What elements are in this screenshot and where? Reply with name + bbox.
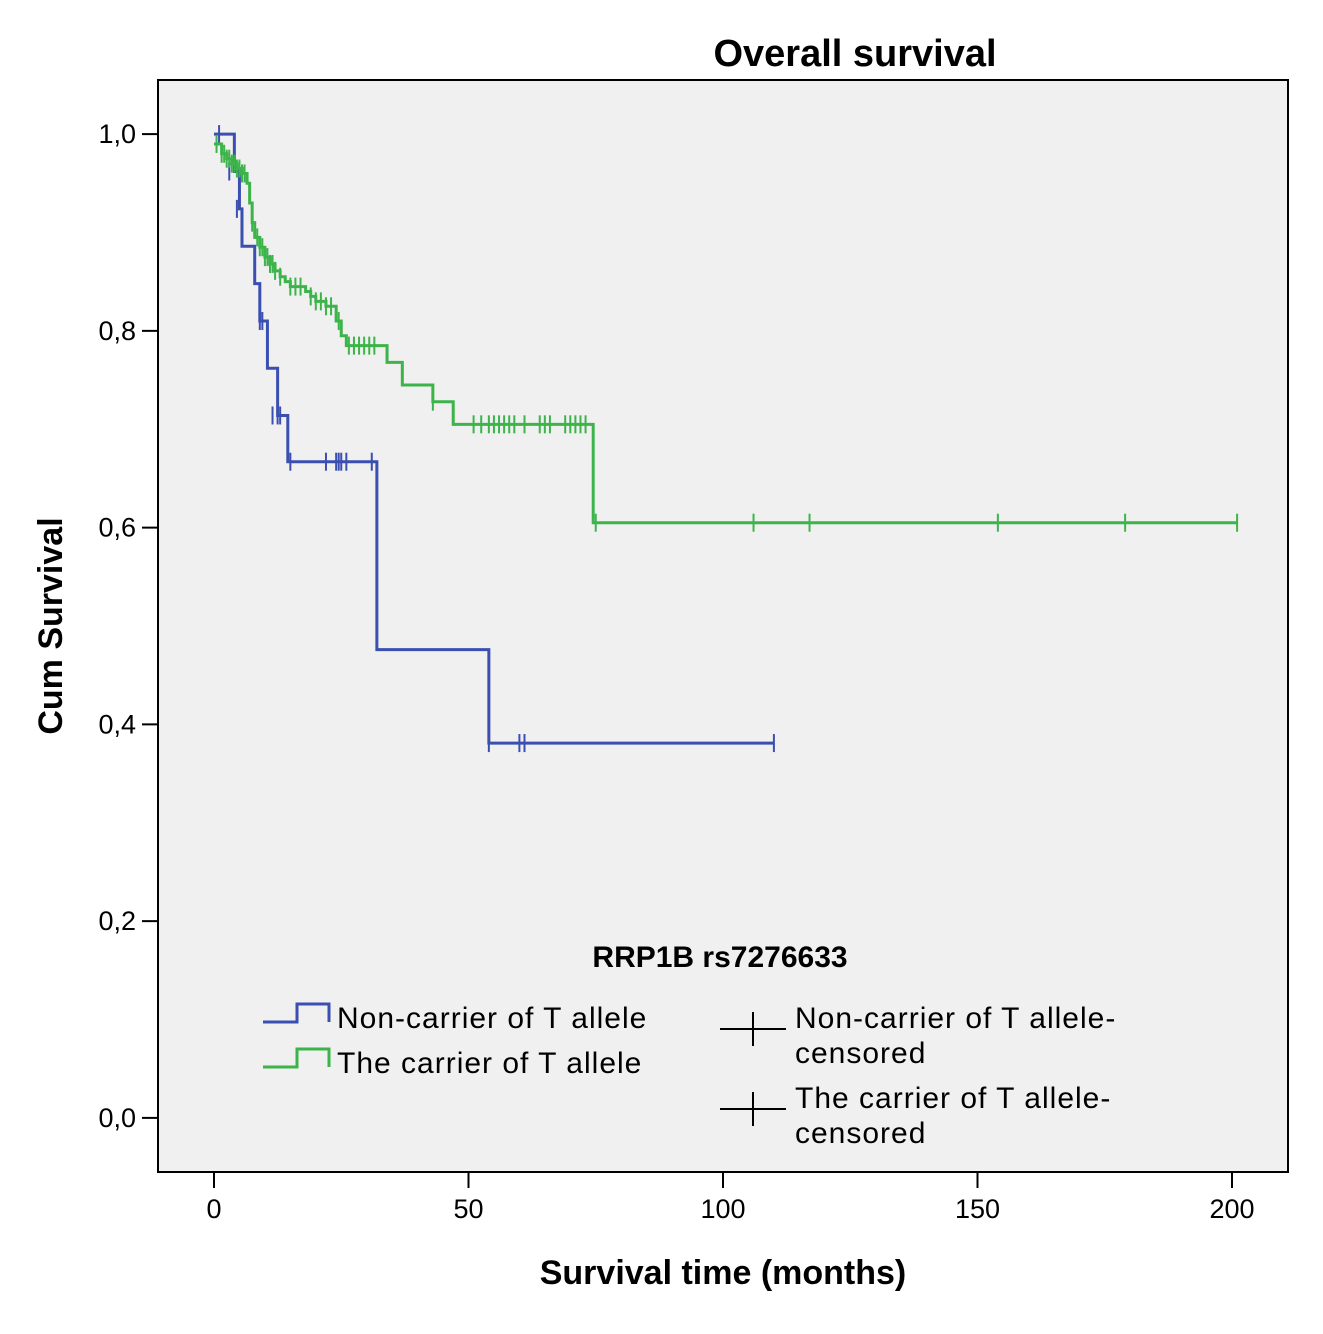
y-tick-label-0: 0,0	[98, 1103, 136, 1133]
x-tick-label-4: 200	[1209, 1194, 1254, 1224]
legend-label-carrier-censored-1: The carrier of T allele-	[795, 1082, 1111, 1115]
legend-title: RRP1B rs7276633	[592, 941, 847, 974]
x-tick-label-0: 0	[206, 1194, 221, 1224]
legend-swatch-carrier	[263, 1047, 331, 1069]
x-axis-title: Survival time (months)	[540, 1254, 907, 1292]
x-tick-label-2: 100	[700, 1194, 745, 1224]
y-tick-label-3: 0,6	[98, 513, 136, 543]
legend-swatch-noncarrier	[263, 1002, 331, 1024]
y-axis: 0,0 0,2 0,4 0,6 0,8 1,0	[98, 119, 158, 1133]
legend-label-noncarrier: Non-carrier of T allele	[337, 1002, 647, 1035]
legend-label-noncarrier-censored-1: Non-carrier of T allele-	[795, 1002, 1116, 1035]
legend-label-noncarrier-censored-2: censored	[795, 1037, 926, 1070]
series-layer	[213, 125, 1239, 753]
plot-area	[157, 79, 1289, 1173]
x-tick-label-1: 50	[453, 1194, 483, 1224]
legend-label-carrier-censored-2: censored	[795, 1117, 926, 1150]
y-tick-label-5: 1,0	[98, 119, 136, 149]
x-tick-label-3: 150	[955, 1194, 1000, 1224]
y-axis-title: Cum Survival	[32, 517, 70, 734]
y-tick-label-1: 0,2	[98, 906, 136, 936]
legend-censor-icon-carrier	[720, 1092, 786, 1126]
legend: RRP1B rs7276633 Non-carrier of T allele …	[263, 941, 1116, 1150]
legend-censor-icon-noncarrier	[720, 1012, 786, 1046]
series-line-0	[213, 132, 774, 745]
legend-label-carrier: The carrier of T allele	[337, 1047, 642, 1080]
x-axis: 0 50 100 150 200	[206, 1172, 1255, 1224]
y-tick-label-2: 0,4	[98, 709, 136, 739]
series-1	[213, 134, 1239, 532]
y-tick-label-4: 0,8	[98, 316, 136, 346]
chart-title: Overall survival	[713, 33, 996, 75]
